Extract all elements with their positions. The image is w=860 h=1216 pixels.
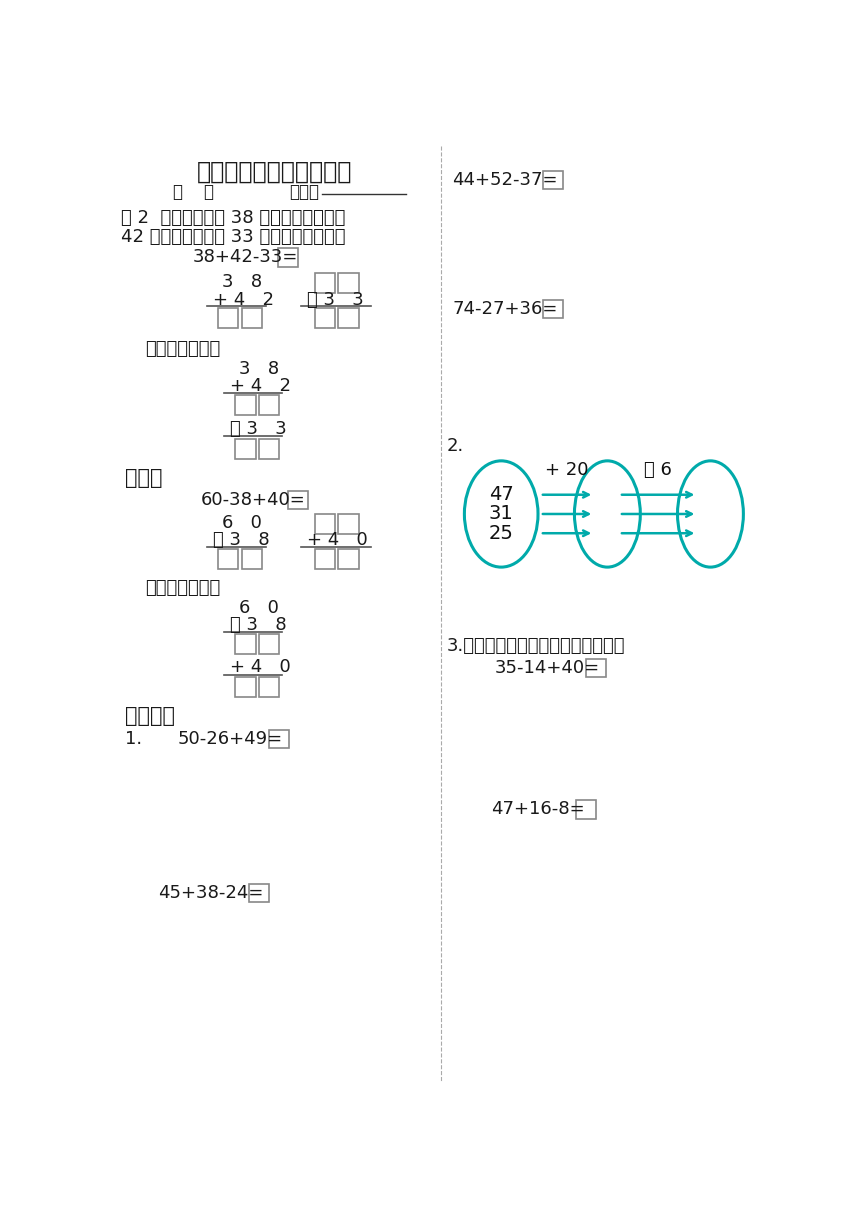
Text: + 4   0: + 4 0 bbox=[230, 658, 291, 676]
Bar bbox=[242, 550, 261, 569]
Bar bbox=[699, 523, 721, 545]
Bar bbox=[575, 800, 596, 818]
Text: 74-27+36=: 74-27+36= bbox=[452, 300, 558, 317]
Bar bbox=[236, 395, 255, 416]
Bar bbox=[259, 439, 279, 458]
Bar bbox=[586, 659, 605, 677]
Text: 47: 47 bbox=[488, 485, 513, 505]
Text: 3   8: 3 8 bbox=[222, 272, 262, 291]
Bar bbox=[236, 677, 255, 697]
Bar bbox=[242, 309, 261, 328]
Text: 50-26+49=: 50-26+49= bbox=[177, 730, 282, 748]
Bar bbox=[316, 514, 335, 534]
Bar bbox=[543, 170, 563, 188]
Bar bbox=[268, 730, 289, 748]
Text: 25: 25 bbox=[488, 524, 513, 542]
Bar bbox=[259, 677, 279, 697]
Text: + 4   0: + 4 0 bbox=[307, 531, 367, 548]
Text: 例 2  男生一共折了 38 只，女生一共折了: 例 2 男生一共折了 38 只，女生一共折了 bbox=[121, 209, 346, 227]
Bar bbox=[259, 634, 279, 654]
Text: 45+38-24=: 45+38-24= bbox=[158, 884, 263, 901]
Text: － 3   3: － 3 3 bbox=[307, 291, 364, 309]
Ellipse shape bbox=[574, 461, 641, 567]
Text: 42 只，送给幼儿园 33 只，还剩多少只？: 42 只，送给幼儿园 33 只，还剩多少只？ bbox=[121, 227, 346, 246]
Bar bbox=[339, 550, 359, 569]
Text: 60-38+40=: 60-38+40= bbox=[200, 491, 305, 508]
Text: 1.: 1. bbox=[125, 730, 142, 748]
Bar bbox=[316, 309, 335, 328]
Text: 47+16-8=: 47+16-8= bbox=[491, 800, 585, 818]
Bar bbox=[316, 272, 335, 293]
Bar bbox=[596, 523, 617, 545]
Text: 《加减混合运算》作业单: 《加减混合运算》作业单 bbox=[196, 159, 352, 184]
Text: 月    日: 月 日 bbox=[174, 182, 214, 201]
Text: 也可以这样写：: 也可以这样写： bbox=[144, 340, 220, 358]
Ellipse shape bbox=[464, 461, 538, 567]
Text: 姓名：: 姓名： bbox=[290, 182, 320, 201]
Text: 38+42-33=: 38+42-33= bbox=[193, 248, 298, 266]
Text: － 3   3: － 3 3 bbox=[230, 420, 286, 438]
Text: 6   0: 6 0 bbox=[239, 598, 280, 617]
Ellipse shape bbox=[678, 461, 743, 567]
Text: 3.计算下面各题，能口算的就口算。: 3.计算下面各题，能口算的就口算。 bbox=[447, 637, 625, 655]
Text: － 3   8: － 3 8 bbox=[230, 615, 286, 634]
Bar bbox=[543, 300, 563, 319]
Text: 想想做做: 想想做做 bbox=[125, 706, 175, 726]
Bar bbox=[339, 272, 359, 293]
Text: 3   8: 3 8 bbox=[239, 360, 280, 378]
Bar bbox=[339, 309, 359, 328]
Bar bbox=[316, 550, 335, 569]
Bar bbox=[236, 439, 255, 458]
Text: 6   0: 6 0 bbox=[222, 514, 262, 531]
Text: 也可以这样写：: 也可以这样写： bbox=[144, 579, 220, 597]
Bar bbox=[339, 514, 359, 534]
Text: 试一试: 试一试 bbox=[125, 468, 162, 488]
Bar bbox=[596, 503, 617, 525]
Bar bbox=[699, 503, 721, 525]
Bar bbox=[259, 395, 279, 416]
Bar bbox=[278, 248, 298, 266]
Bar bbox=[288, 491, 308, 510]
Text: 2.: 2. bbox=[447, 437, 464, 455]
Bar bbox=[249, 884, 269, 902]
Text: + 4   2: + 4 2 bbox=[213, 291, 273, 309]
Bar bbox=[218, 550, 238, 569]
Text: + 20: + 20 bbox=[544, 461, 588, 479]
Text: － 6: － 6 bbox=[644, 461, 672, 479]
Text: － 3   8: － 3 8 bbox=[213, 531, 269, 548]
Text: 31: 31 bbox=[488, 505, 513, 523]
Text: 35-14+40=: 35-14+40= bbox=[495, 659, 600, 677]
Text: + 4   2: + 4 2 bbox=[230, 377, 291, 395]
Bar bbox=[699, 485, 721, 506]
Bar bbox=[236, 634, 255, 654]
Text: 44+52-37=: 44+52-37= bbox=[452, 170, 558, 188]
Bar bbox=[218, 309, 238, 328]
Bar bbox=[596, 485, 617, 506]
